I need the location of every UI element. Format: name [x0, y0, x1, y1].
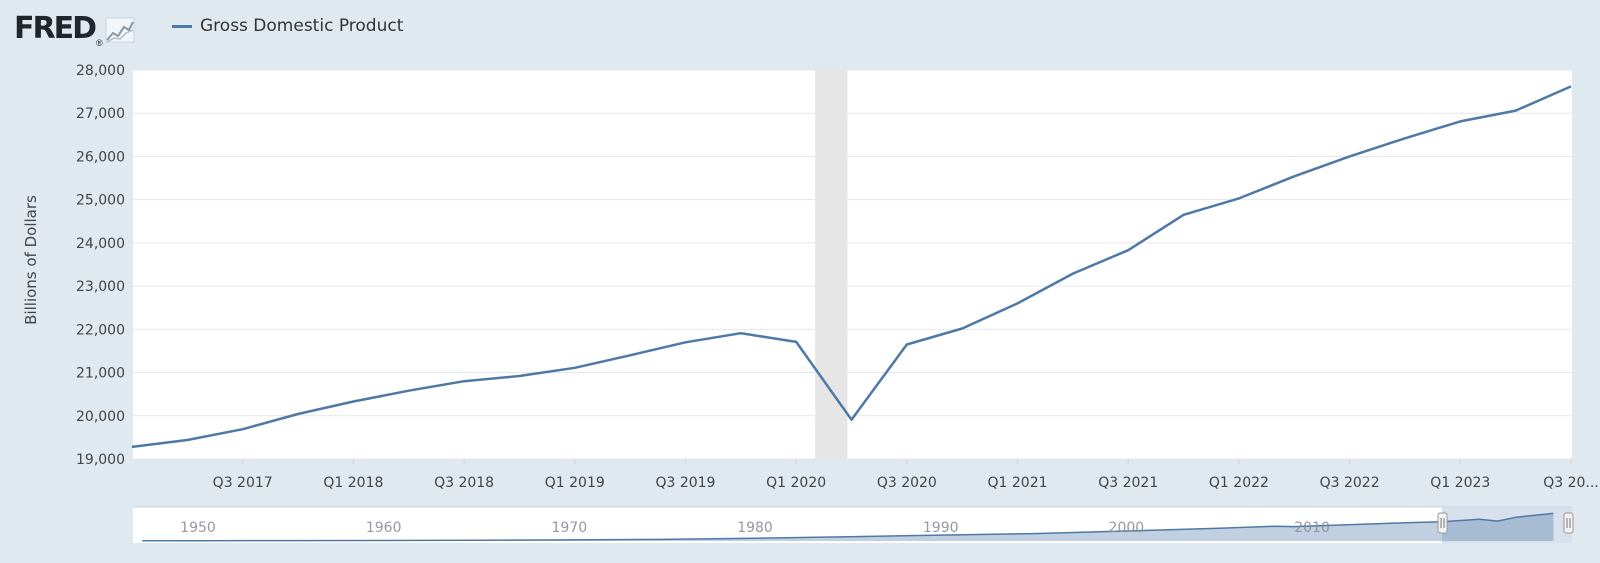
x-tick-label: Q3 2022 [1320, 475, 1380, 491]
legend-swatch [172, 24, 192, 28]
x-tick-label: Q3 2017 [213, 475, 273, 491]
navigator-year-label: 1970 [552, 520, 588, 536]
y-tick-label: 20,000 [76, 409, 125, 425]
x-tick-label: Q3 20... [1543, 475, 1599, 491]
legend-label: Gross Domestic Product [200, 16, 404, 36]
navigator-year-label: 2010 [1294, 520, 1330, 536]
series-line-gdp [131, 85, 1572, 449]
x-tick-label: Q3 2020 [877, 475, 937, 491]
x-tick-label: Q3 2019 [655, 475, 715, 491]
chart-legend[interactable]: Gross Domestic Product [172, 16, 403, 36]
y-tick-label: 25,000 [76, 193, 125, 209]
logo-text: FRED [14, 11, 97, 46]
recession-shading [815, 70, 848, 459]
y-tick-label: 21,000 [76, 366, 125, 382]
y-tick-label: 23,000 [76, 279, 125, 295]
x-tick-label: Q1 2023 [1430, 475, 1490, 491]
y-tick-label: 26,000 [76, 149, 125, 165]
x-tick-label: Q3 2018 [434, 475, 494, 491]
navigator-handle-left[interactable] [1437, 512, 1448, 534]
navigator-year-label: 1960 [366, 520, 402, 536]
y-tick-label: 24,000 [76, 236, 125, 252]
x-tick-label: Q1 2018 [323, 475, 383, 491]
y-tick-label: 22,000 [76, 322, 125, 338]
chart-line-icon [105, 17, 135, 43]
navigator-year-label: 2000 [1109, 520, 1145, 536]
navigator-year-label: 1950 [180, 520, 216, 536]
x-tick-label: Q1 2021 [988, 475, 1048, 491]
fred-logo[interactable]: FRED ® [14, 12, 135, 48]
navigator-handle-right[interactable] [1563, 512, 1574, 534]
plot-background [133, 70, 1572, 459]
x-tick-label: Q1 2022 [1209, 475, 1269, 491]
x-tick-label: Q1 2019 [545, 475, 605, 491]
x-tick-label: Q3 2021 [1098, 475, 1158, 491]
y-tick-label: 19,000 [76, 452, 125, 468]
y-tick-label: 27,000 [76, 106, 125, 122]
y-tick-label: 28,000 [76, 63, 125, 79]
navigator-area [142, 513, 1554, 541]
registered-mark: ® [96, 38, 103, 48]
navigator-year-label: 1980 [737, 520, 773, 536]
x-tick-label: Q1 2020 [766, 475, 826, 491]
navigator-line [142, 512, 1554, 542]
y-axis-title: Billions of Dollars [22, 195, 40, 325]
navigator-year-label: 1990 [923, 520, 959, 536]
